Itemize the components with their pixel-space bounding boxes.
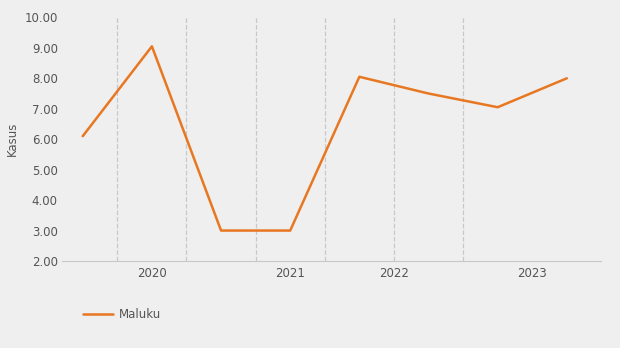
Maluku [563,76,570,80]
Maluku [494,105,502,109]
Legend: Maluku: Maluku [79,303,166,326]
Maluku [218,228,225,232]
Maluku [286,228,294,232]
Maluku [425,92,432,96]
Maluku [356,75,363,79]
Y-axis label: Kasus: Kasus [6,122,19,156]
Maluku [148,44,156,48]
Line: Maluku: Maluku [82,46,567,230]
Maluku [79,134,86,138]
